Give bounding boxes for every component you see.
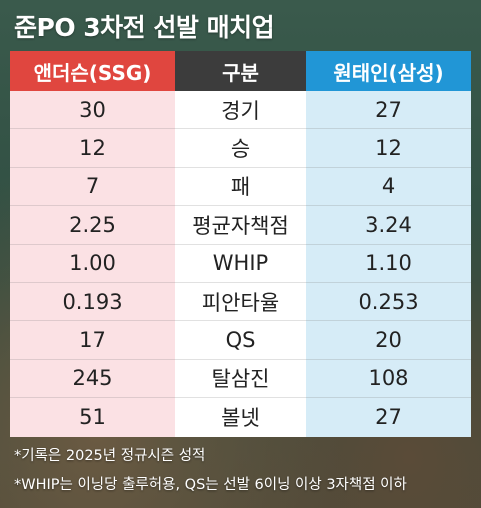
right-value: 108 [306, 359, 471, 399]
table-row: 0.193 피안타율 0.253 [10, 282, 471, 322]
left-value: 1.00 [10, 244, 175, 283]
right-value: 27 [306, 91, 471, 130]
table-body: 30 경기 27 12 승 12 7 패 4 2.25 평균자책점 3.24 1.00 WHIP 1.10 0… [10, 91, 471, 437]
category-label: QS [175, 321, 306, 360]
left-value: 12 [10, 129, 175, 168]
header-category: 구분 [175, 51, 306, 91]
right-value: 3.24 [306, 206, 471, 245]
category-label: 패 [175, 167, 306, 207]
table-row: 12 승 12 [10, 129, 471, 168]
header-left-pitcher: 앤더슨(SSG) [10, 51, 175, 91]
page-title: 준PO 3차전 선발 매치업 [14, 13, 275, 42]
table-row: 30 경기 27 [10, 91, 471, 130]
category-label: 승 [175, 129, 306, 168]
category-label: 볼넷 [175, 398, 306, 437]
left-value: 17 [10, 321, 175, 360]
table-row: 2.25 평균자책점 3.24 [10, 206, 471, 245]
right-value: 0.253 [306, 282, 471, 322]
left-value: 2.25 [10, 206, 175, 245]
left-value: 0.193 [10, 282, 175, 322]
right-value: 20 [306, 321, 471, 360]
header-right-pitcher: 원태인(삼성) [306, 51, 471, 91]
table-row: 245 탈삼진 108 [10, 359, 471, 399]
table-row: 1.00 WHIP 1.10 [10, 244, 471, 283]
category-label: 평균자책점 [175, 206, 306, 245]
footnote: *기록은 2025년 정규시즌 성적 [14, 448, 206, 464]
right-value: 27 [306, 398, 471, 437]
right-value: 12 [306, 129, 471, 168]
matchup-table: 앤더슨(SSG) 구분 원태인(삼성) 30 경기 27 12 승 12 7 패 4 2.25 평균… [10, 51, 471, 437]
left-value: 245 [10, 359, 175, 399]
left-value: 51 [10, 398, 175, 437]
left-value: 30 [10, 91, 175, 130]
left-value: 7 [10, 167, 175, 207]
category-label: 탈삼진 [175, 359, 306, 399]
table-header: 앤더슨(SSG) 구분 원태인(삼성) [10, 51, 471, 91]
footnote: *WHIP는 이닝당 출루허용, QS는 선발 6이닝 이상 3자책점 이하 [14, 477, 407, 493]
category-label: WHIP [175, 244, 306, 283]
category-label: 피안타율 [175, 282, 306, 322]
table-row: 17 QS 20 [10, 321, 471, 360]
category-label: 경기 [175, 91, 306, 130]
right-value: 1.10 [306, 244, 471, 283]
footnotes: *기록은 2025년 정규시즌 성적 *WHIP는 이닝당 출루허용, QS는 … [14, 442, 407, 500]
right-value: 4 [306, 167, 471, 207]
table-row: 51 볼넷 27 [10, 398, 471, 437]
